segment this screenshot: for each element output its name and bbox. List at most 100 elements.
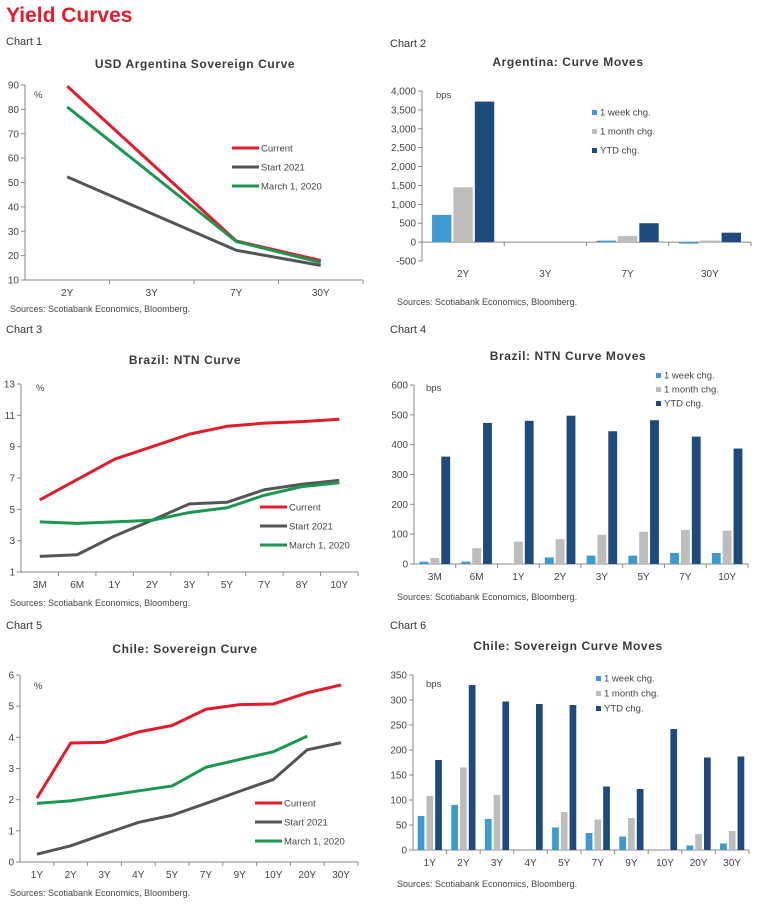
y-tick-label: 200 <box>391 500 408 511</box>
legend-label: Current <box>289 503 321 514</box>
bar <box>628 555 638 564</box>
legend-label: YTD chg. <box>604 704 644 715</box>
x-tick-label: 30Y <box>701 269 719 280</box>
x-tick-label: 5Y <box>558 858 571 869</box>
legend-label: Start 2021 <box>284 818 328 829</box>
x-tick-label: 10Y <box>718 572 736 583</box>
bar <box>493 795 501 850</box>
chart-number-label: Chart 6 <box>390 620 427 632</box>
x-tick-label: 1Y <box>512 572 525 583</box>
legend-label: 1 week chg. <box>604 674 655 685</box>
bar <box>650 420 659 564</box>
source-note: Sources: Scotiabank Economics, Bloomberg… <box>10 304 190 314</box>
chart-4-panel: Chart 4 Brazil: NTN Curve Moves 0 100 200 30… <box>384 324 757 614</box>
y-tick-label: 100 <box>391 530 408 541</box>
y-tick-label: 1,000 <box>391 200 416 211</box>
chart-number-label: Chart 4 <box>390 324 427 336</box>
bar <box>594 819 602 850</box>
bar <box>417 816 425 850</box>
y-tick-label: 6 <box>8 671 14 682</box>
source-note: Sources: Scotiabank Economics, Bloomberg… <box>10 888 190 898</box>
x-tick-label: 3M <box>428 572 442 583</box>
y-tick-label: -500 <box>396 257 416 268</box>
legend-swatch <box>596 676 601 681</box>
y-tick-label: 5 <box>9 505 15 516</box>
legend-swatch <box>656 387 661 392</box>
legend-label: YTD chg. <box>600 146 640 157</box>
bar <box>691 436 701 564</box>
bar <box>680 529 690 564</box>
y-tick-label: 40 <box>8 202 20 213</box>
bar <box>419 561 429 564</box>
bar <box>628 818 635 850</box>
bar <box>703 757 711 850</box>
bar <box>617 236 638 243</box>
chart-title: Brazil: NTN Curve <box>129 353 241 367</box>
source-note: Sources: Scotiabank Economics, Bloomberg… <box>397 297 577 307</box>
x-tick-label: 7Y <box>592 858 605 869</box>
x-tick-label: 2Y <box>61 288 74 299</box>
bar <box>560 812 568 850</box>
bar <box>639 223 659 243</box>
chart-title: USD Argentina Sovereign Curve <box>95 57 295 71</box>
y-tick-label: 90 <box>8 81 20 92</box>
y-tick-label: 2 <box>8 795 14 806</box>
chart-2-svg: Argentina: Curve Moves -500 0 500 1,000 1,500… <box>391 55 752 307</box>
y-tick-label: 9 <box>9 442 15 453</box>
legend-swatch <box>596 706 601 711</box>
bar <box>513 541 523 564</box>
y-tick-label: 3 <box>9 536 15 547</box>
bar <box>453 187 473 243</box>
x-tick-label: 3Y <box>183 580 196 591</box>
chart-1-svg: USD Argentina Sovereign Curve 10 20 30 40 50 6… <box>8 57 364 314</box>
chart-number-label: Chart 2 <box>390 38 427 50</box>
chart-6-panel: Chart 6 Chile: Sovereign Curve Moves 0 50 1… <box>384 620 757 905</box>
x-tick-label: 5Y <box>221 580 234 591</box>
x-tick-label: 10Y <box>265 870 283 881</box>
unit-label: % <box>36 383 45 394</box>
x-tick-label: 20Y <box>690 858 708 869</box>
legend-swatch <box>592 148 597 153</box>
bar <box>597 534 607 564</box>
page-title: Yield Curves <box>6 4 133 27</box>
y-tick-label: 300 <box>390 696 407 707</box>
bar <box>468 685 476 850</box>
chart-title: Brazil: NTN Curve Moves <box>490 349 647 363</box>
unit-label: bps <box>436 90 452 101</box>
x-tick-label: 6M <box>70 580 84 591</box>
chart-number-label: Chart 3 <box>6 324 43 336</box>
bar <box>686 845 694 850</box>
bar <box>670 729 678 850</box>
chart-title: Chile: Sovereign Curve Moves <box>473 639 663 653</box>
x-tick-label: 4Y <box>132 870 145 881</box>
legend-swatch <box>596 691 601 696</box>
y-tick-label: 250 <box>390 721 407 732</box>
y-tick-label: 200 <box>390 746 407 757</box>
chart-5-svg: Chile: Sovereign Curve 0 1 2 3 4 5 6 1Y 2Y 3Y 4Y 5Y 7… <box>8 642 359 898</box>
y-tick-label: 0 <box>401 846 407 857</box>
y-tick-label: 1,500 <box>391 181 416 192</box>
legend-swatch <box>656 373 661 378</box>
y-tick-label: 10 <box>8 276 20 287</box>
y-tick-label: 5 <box>8 702 14 713</box>
bar <box>535 704 543 850</box>
y-tick-label: 100 <box>390 796 407 807</box>
x-tick-label: 7Y <box>258 580 271 591</box>
y-tick-label: 50 <box>8 178 20 189</box>
bar <box>619 836 627 850</box>
bar <box>586 555 596 564</box>
y-tick-label: 300 <box>391 470 408 481</box>
y-tick-label: 3 <box>8 764 14 775</box>
bar <box>524 420 534 564</box>
bar <box>451 805 459 850</box>
bar <box>555 539 565 564</box>
source-note: Sources: Scotiabank Economics, Bloomberg… <box>397 879 577 889</box>
x-tick-label: 5Y <box>166 870 179 881</box>
bar <box>432 214 452 243</box>
y-tick-label: 20 <box>8 251 20 262</box>
chart-2-panel: Chart 2 Argentina: Curve Moves -500 0 500 1,… <box>384 36 757 308</box>
bar <box>670 552 679 564</box>
x-tick-label: 3Y <box>596 572 609 583</box>
chart-5-panel: Chart 5 Chile: Sovereign Curve 0 1 2 3 4 5 6 1Y 2… <box>0 620 378 905</box>
